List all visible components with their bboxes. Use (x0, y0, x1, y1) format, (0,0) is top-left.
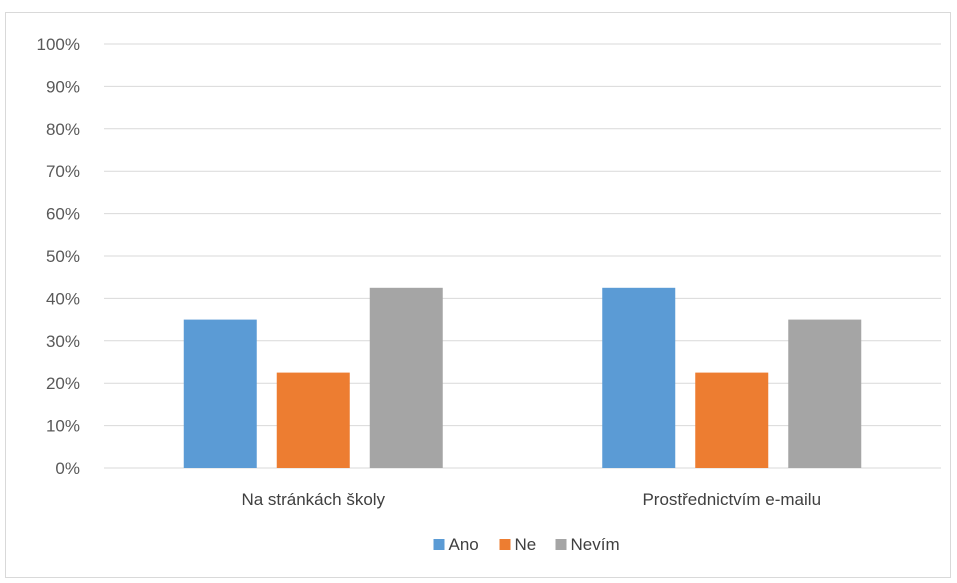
bar-ano-2 (602, 287, 676, 468)
y-tick-label: 0% (55, 459, 80, 478)
legend-label-ne: Ne (515, 535, 537, 554)
chart-frame (5, 12, 951, 578)
legend-swatch-nevím (555, 539, 567, 550)
y-tick-label: 70% (46, 162, 80, 181)
legend-swatch-ne (499, 539, 511, 550)
y-tick-label: 60% (46, 205, 80, 224)
y-tick-label: 90% (46, 77, 80, 96)
bar-ano-1 (183, 319, 257, 468)
y-tick-label: 80% (46, 120, 80, 139)
legend-label-ano: Ano (449, 535, 479, 554)
y-tick-label: 100% (37, 35, 80, 54)
legend-label-nevím: Nevím (571, 535, 620, 554)
bar-ne-2 (695, 372, 769, 468)
y-tick-label: 50% (46, 247, 80, 266)
bar-ne-1 (276, 372, 350, 468)
bars (183, 287, 862, 468)
x-axis-category-labels: Na stránkách školy Prostřednictvím e-mail… (241, 490, 821, 509)
legend: Ano Ne Nevím (433, 535, 620, 554)
x-category-label: Na stránkách školy (241, 490, 385, 509)
y-tick-label: 30% (46, 332, 80, 351)
y-axis-tick-labels: 0% 10% 20% 30% 40% 50% 60% 70% 80% 90% 100% (37, 35, 80, 478)
y-tick-label: 10% (46, 417, 80, 436)
bar-nevím-2 (788, 319, 862, 468)
y-tick-label: 40% (46, 289, 80, 308)
x-category-label: Prostřednictvím e-mailu (642, 490, 821, 509)
bar-nevím-1 (369, 287, 443, 468)
legend-swatch-ano (433, 539, 445, 550)
y-tick-label: 20% (46, 374, 80, 393)
